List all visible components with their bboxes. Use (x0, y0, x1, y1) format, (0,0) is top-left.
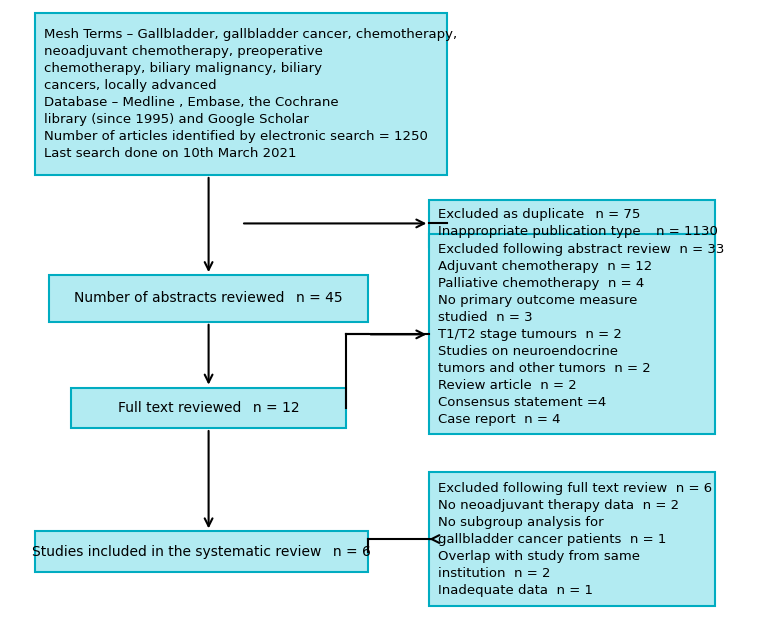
Text: Full text reviewed   n = 12: Full text reviewed n = 12 (118, 401, 299, 415)
Text: Excluded as duplicate   n = 75
Inappropriate publication type    n = 1130: Excluded as duplicate n = 75 Inappropria… (438, 209, 718, 238)
FancyBboxPatch shape (50, 275, 368, 322)
FancyBboxPatch shape (35, 12, 447, 175)
Text: Excluded following abstract review  n = 33
Adjuvant chemotherapy  n = 12
Palliat: Excluded following abstract review n = 3… (438, 243, 725, 426)
FancyBboxPatch shape (35, 531, 368, 572)
FancyBboxPatch shape (429, 200, 715, 247)
Text: Mesh Terms – Gallbladder, gallbladder cancer, chemotherapy,
neoadjuvant chemothe: Mesh Terms – Gallbladder, gallbladder ca… (43, 28, 456, 160)
FancyBboxPatch shape (429, 472, 715, 606)
Text: Number of abstracts reviewed   n = 45: Number of abstracts reviewed n = 45 (74, 291, 343, 306)
FancyBboxPatch shape (71, 388, 346, 428)
Text: Excluded following full text review  n = 6
No neoadjuvant therapy data  n = 2
No: Excluded following full text review n = … (438, 481, 712, 596)
Text: Studies included in the systematic review   n = 6: Studies included in the systematic revie… (32, 544, 370, 559)
FancyBboxPatch shape (429, 234, 715, 434)
